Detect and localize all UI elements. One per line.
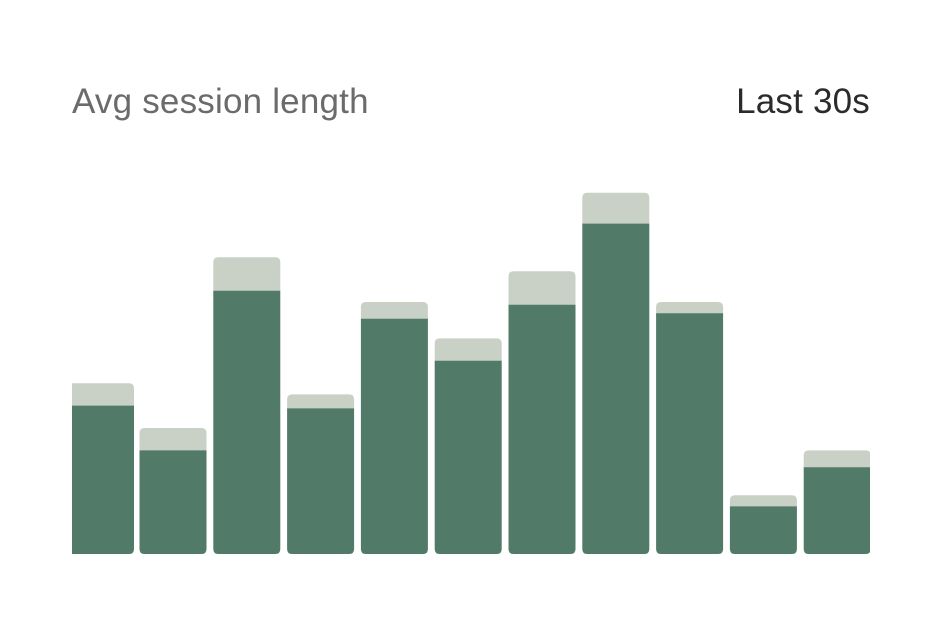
bar-10[interactable] <box>729 495 797 554</box>
bar-8-top-segment[interactable] <box>582 192 650 225</box>
bar-6-base-segment[interactable] <box>434 360 502 554</box>
bar-1-base-segment[interactable] <box>72 405 134 554</box>
bar-10-base-segment[interactable] <box>729 506 797 554</box>
bar-2-base-segment[interactable] <box>139 450 207 554</box>
bar-1-top-segment[interactable] <box>72 383 134 407</box>
bar-4-base-segment[interactable] <box>287 408 355 554</box>
bar-11-top-segment[interactable] <box>803 450 870 469</box>
bar-9-base-segment[interactable] <box>656 313 724 554</box>
bar-3-top-segment[interactable] <box>213 257 281 292</box>
bar-11-base-segment[interactable] <box>803 467 870 554</box>
bar-1[interactable] <box>72 383 134 554</box>
bar-3-base-segment[interactable] <box>213 290 281 554</box>
bar-9-top-segment[interactable] <box>656 302 724 315</box>
bar-chart <box>72 180 870 556</box>
bar-8[interactable] <box>582 192 650 554</box>
time-range-label[interactable]: Last 30s <box>736 82 870 121</box>
bar-5-base-segment[interactable] <box>360 318 428 554</box>
bar-9[interactable] <box>656 302 724 554</box>
bar-3[interactable] <box>213 257 281 554</box>
bar-4-top-segment[interactable] <box>287 394 355 410</box>
bar-8-base-segment[interactable] <box>582 223 650 554</box>
bar-7-top-segment[interactable] <box>508 271 576 306</box>
bar-10-top-segment[interactable] <box>729 495 797 508</box>
bar-chart-svg <box>72 192 870 554</box>
bar-6-top-segment[interactable] <box>434 338 502 362</box>
chart-title: Avg session length <box>72 82 369 121</box>
bars-group <box>72 192 870 554</box>
bar-5-top-segment[interactable] <box>360 302 428 320</box>
bar-4[interactable] <box>287 394 355 554</box>
bar-2[interactable] <box>139 428 207 554</box>
bar-6[interactable] <box>434 338 502 554</box>
bar-7-base-segment[interactable] <box>508 304 576 554</box>
chart-header: Avg session length Last 30s <box>72 78 870 126</box>
bar-11[interactable] <box>803 450 870 554</box>
bar-5[interactable] <box>360 302 428 554</box>
bar-7[interactable] <box>508 271 576 554</box>
bar-2-top-segment[interactable] <box>139 428 207 452</box>
